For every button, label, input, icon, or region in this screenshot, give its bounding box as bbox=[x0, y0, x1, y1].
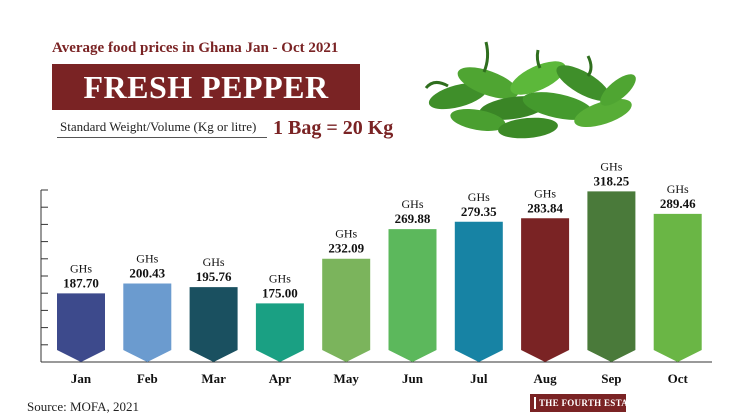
x-tick-label: May bbox=[334, 371, 360, 386]
bar-currency-label: GHs bbox=[70, 261, 92, 275]
bar-currency-label: GHs bbox=[335, 227, 357, 241]
bar-may bbox=[322, 258, 371, 362]
bar-currency-label: GHs bbox=[401, 197, 423, 211]
bar-mar bbox=[189, 287, 238, 362]
standard-weight-label: Standard Weight/Volume (Kg or litre) bbox=[60, 119, 257, 134]
publisher-logo-icon bbox=[534, 397, 536, 409]
x-tick-label: Sep bbox=[601, 371, 621, 386]
bars-group: GHs187.70JanGHs200.43FebGHs195.76MarGHs1… bbox=[57, 159, 702, 386]
bar-value-label: 200.43 bbox=[129, 265, 165, 280]
bar-jan bbox=[57, 293, 105, 362]
bar-currency-label: GHs bbox=[667, 182, 689, 196]
bar-currency-label: GHs bbox=[468, 190, 490, 204]
publisher-badge: THE FOURTH ESTATE bbox=[530, 394, 640, 412]
x-tick-label: Feb bbox=[137, 371, 158, 386]
x-tick-label: Apr bbox=[269, 371, 292, 386]
x-tick-label: Jun bbox=[402, 371, 424, 386]
bar-value-label: 195.76 bbox=[196, 269, 232, 284]
bar-currency-label: GHs bbox=[600, 159, 622, 173]
x-tick-label: Oct bbox=[668, 371, 689, 386]
bar-value-label: 279.35 bbox=[461, 204, 497, 219]
standard-weight-value: 1 Bag = 20 Kg bbox=[273, 117, 394, 139]
bar-currency-label: GHs bbox=[203, 255, 225, 269]
bar-jun bbox=[388, 229, 437, 362]
bar-value-label: 289.46 bbox=[660, 196, 696, 211]
bar-currency-label: GHs bbox=[269, 271, 291, 285]
bar-value-label: 318.25 bbox=[594, 173, 630, 188]
standard-weight-underline bbox=[57, 137, 267, 138]
y-axis-ticks bbox=[41, 189, 48, 363]
bar-oct bbox=[653, 213, 702, 362]
pepper-icon bbox=[424, 41, 636, 139]
bar-sep bbox=[587, 191, 636, 362]
x-tick-label: Jan bbox=[71, 371, 92, 386]
bar-apr bbox=[255, 303, 304, 362]
bar-feb bbox=[123, 283, 172, 362]
pepper-illustration bbox=[424, 41, 636, 139]
bar-value-label: 175.00 bbox=[262, 285, 298, 300]
x-tick-label: Mar bbox=[201, 371, 226, 386]
bar-value-label: 269.88 bbox=[395, 211, 431, 226]
chart-title: FRESH PEPPER bbox=[83, 68, 329, 105]
x-tick-label: Aug bbox=[534, 371, 558, 386]
bar-aug bbox=[521, 218, 570, 362]
bar-jul bbox=[454, 221, 503, 362]
title-banner: FRESH PEPPER bbox=[52, 64, 360, 110]
chart-subtitle: Average food prices in Ghana Jan - Oct 2… bbox=[52, 40, 339, 56]
bar-value-label: 283.84 bbox=[527, 200, 563, 215]
bar-value-label: 187.70 bbox=[63, 275, 99, 290]
x-tick-label: Jul bbox=[470, 371, 488, 386]
bar-value-label: 232.09 bbox=[328, 241, 364, 256]
bar-currency-label: GHs bbox=[136, 251, 158, 265]
source-note: Source: MOFA, 2021 bbox=[27, 399, 140, 414]
bar-currency-label: GHs bbox=[534, 186, 556, 200]
publisher-name: THE FOURTH ESTATE bbox=[539, 398, 640, 408]
